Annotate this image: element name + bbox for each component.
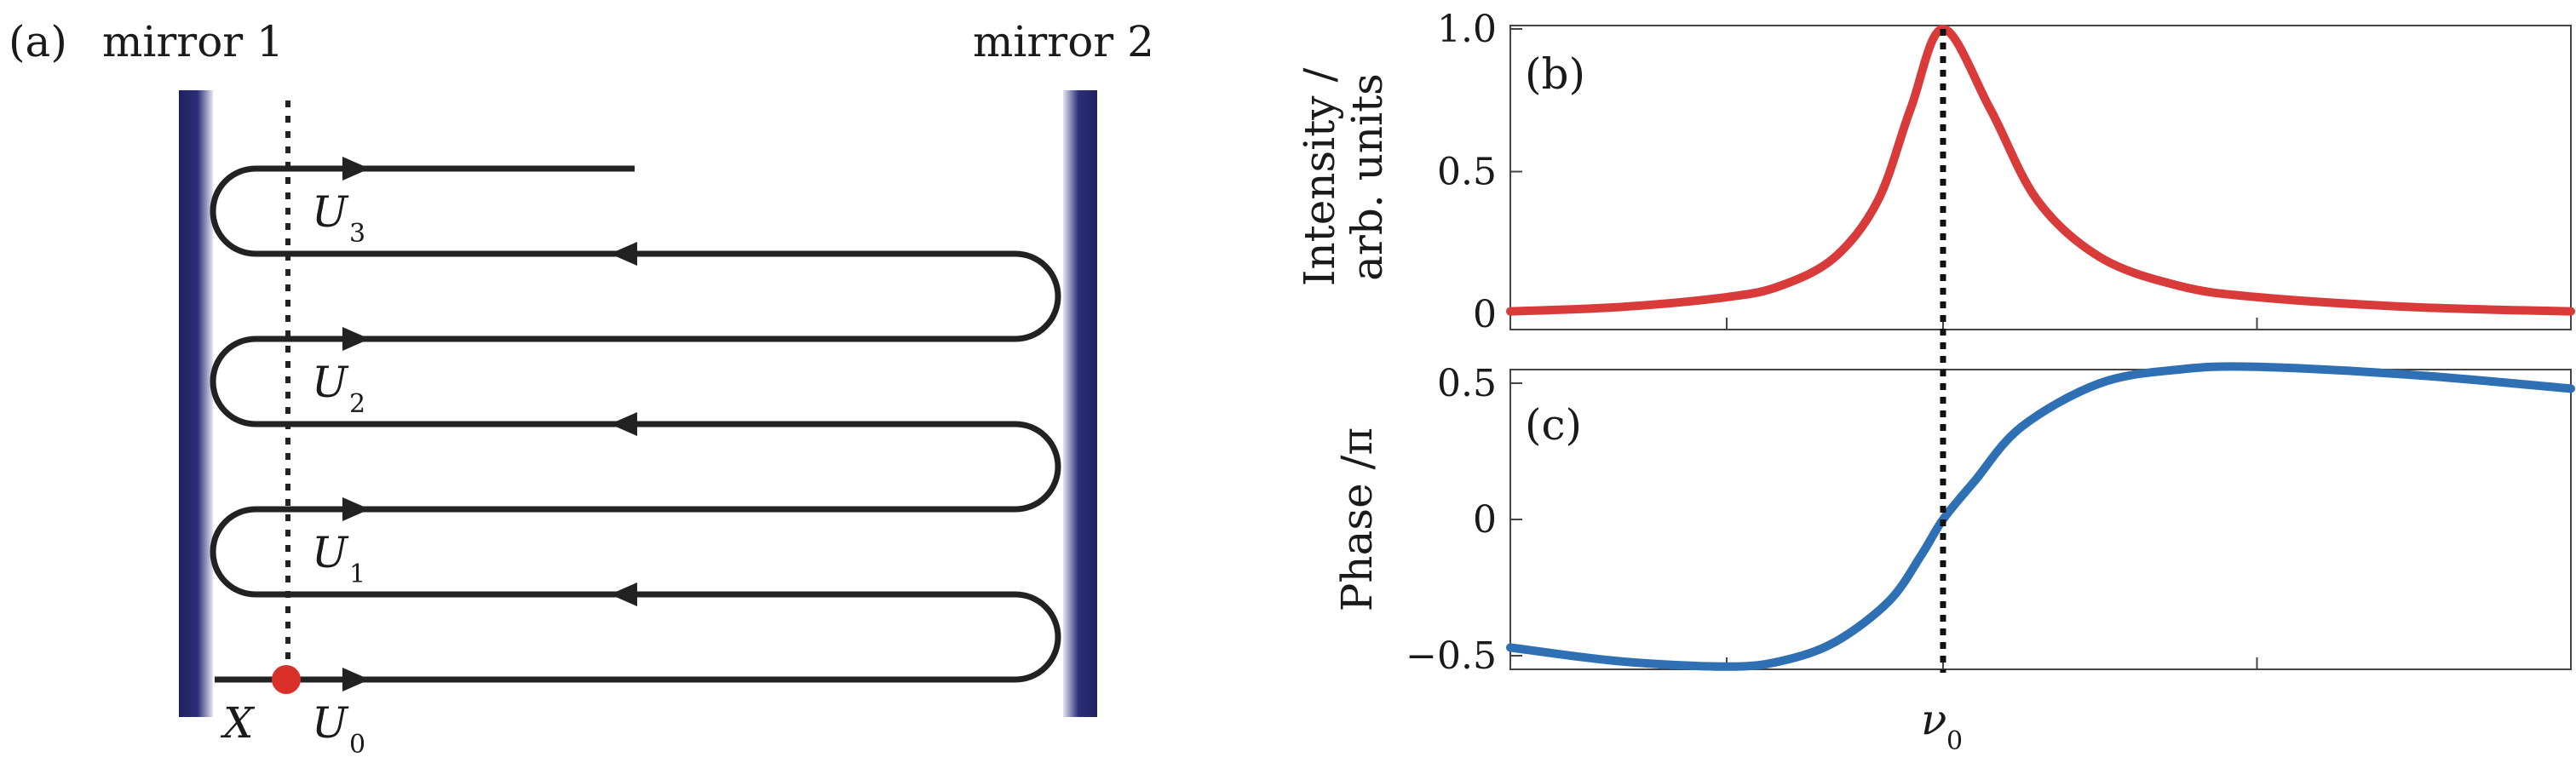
mirror-1-label: mirror 1 <box>102 17 284 66</box>
series-group <box>1506 362 2575 671</box>
mirror-1 <box>179 90 213 717</box>
field-symbol: U <box>312 698 349 748</box>
panel-c-label: (c) <box>1525 400 1582 450</box>
field-label-u3: U 3 <box>312 187 365 249</box>
arrow-right-u0 <box>342 668 370 691</box>
field-label-u2: U 2 <box>312 358 365 419</box>
plot-frame <box>1509 25 2572 330</box>
panel-a: (a) mirror 1 mirror 2 X U 0 U 1 U 2 U 3 <box>9 17 1154 760</box>
field-subscript: 2 <box>349 389 365 419</box>
field-symbol: U <box>312 358 349 407</box>
series-line-c <box>1506 362 2575 671</box>
point-x-label: X <box>220 698 256 748</box>
y-tick-label: 0 <box>1473 293 1497 336</box>
panel-b-chart: 0 0.5 1.0 (b) Intensity / arb. units <box>1295 8 2575 336</box>
y-axis-ticks: −0.5 0 0.5 <box>1406 362 1522 678</box>
point-x-marker <box>272 665 301 694</box>
panel-b-label: (b) <box>1525 49 1585 99</box>
mirror-2 <box>1063 90 1097 717</box>
y-tick-label: 0.5 <box>1437 362 1497 405</box>
series-line-b <box>1506 24 2575 316</box>
field-label-u1: U 1 <box>312 528 365 589</box>
y-axis-label: Phase /π <box>1332 427 1382 612</box>
field-subscript: 3 <box>349 219 365 249</box>
field-symbol: U <box>312 187 349 237</box>
x-tick-symbol: ν <box>1921 695 1946 744</box>
field-symbol: U <box>312 528 349 577</box>
x-axis-ticks <box>1725 318 2258 330</box>
arrow-right-u2 <box>342 327 370 351</box>
y-tick-label: 0.5 <box>1437 151 1497 194</box>
x-tick-label-nu0: ν 0 <box>1921 695 1963 756</box>
y-tick-label: 0 <box>1473 498 1497 542</box>
y-tick-label: −0.5 <box>1406 634 1497 678</box>
arrow-left-middle <box>610 412 637 436</box>
series-group <box>1506 24 2575 316</box>
y-axis-label-line-2: arb. units <box>1343 73 1392 281</box>
y-axis-ticks: 0 0.5 1.0 <box>1437 8 1522 336</box>
arrow-left-upper <box>610 242 637 266</box>
arrow-right-u3 <box>342 157 370 181</box>
panel-a-label: (a) <box>9 17 67 66</box>
y-tick-label: 1.0 <box>1437 8 1497 51</box>
x-tick-subscript: 0 <box>1946 726 1963 756</box>
x-axis-ticks <box>1725 657 2258 669</box>
field-subscript: 1 <box>349 559 365 589</box>
mirror-2-label: mirror 2 <box>973 17 1154 66</box>
field-subscript: 0 <box>349 730 365 760</box>
panel-c-chart: −0.5 0 0.5 (c) Phase /π <box>1332 362 2575 678</box>
arrow-left-lower <box>610 582 637 606</box>
arrow-right-u1 <box>342 497 370 521</box>
y-axis-label-line-1: Intensity / <box>1295 68 1344 287</box>
field-label-u0: U 0 <box>312 698 365 760</box>
